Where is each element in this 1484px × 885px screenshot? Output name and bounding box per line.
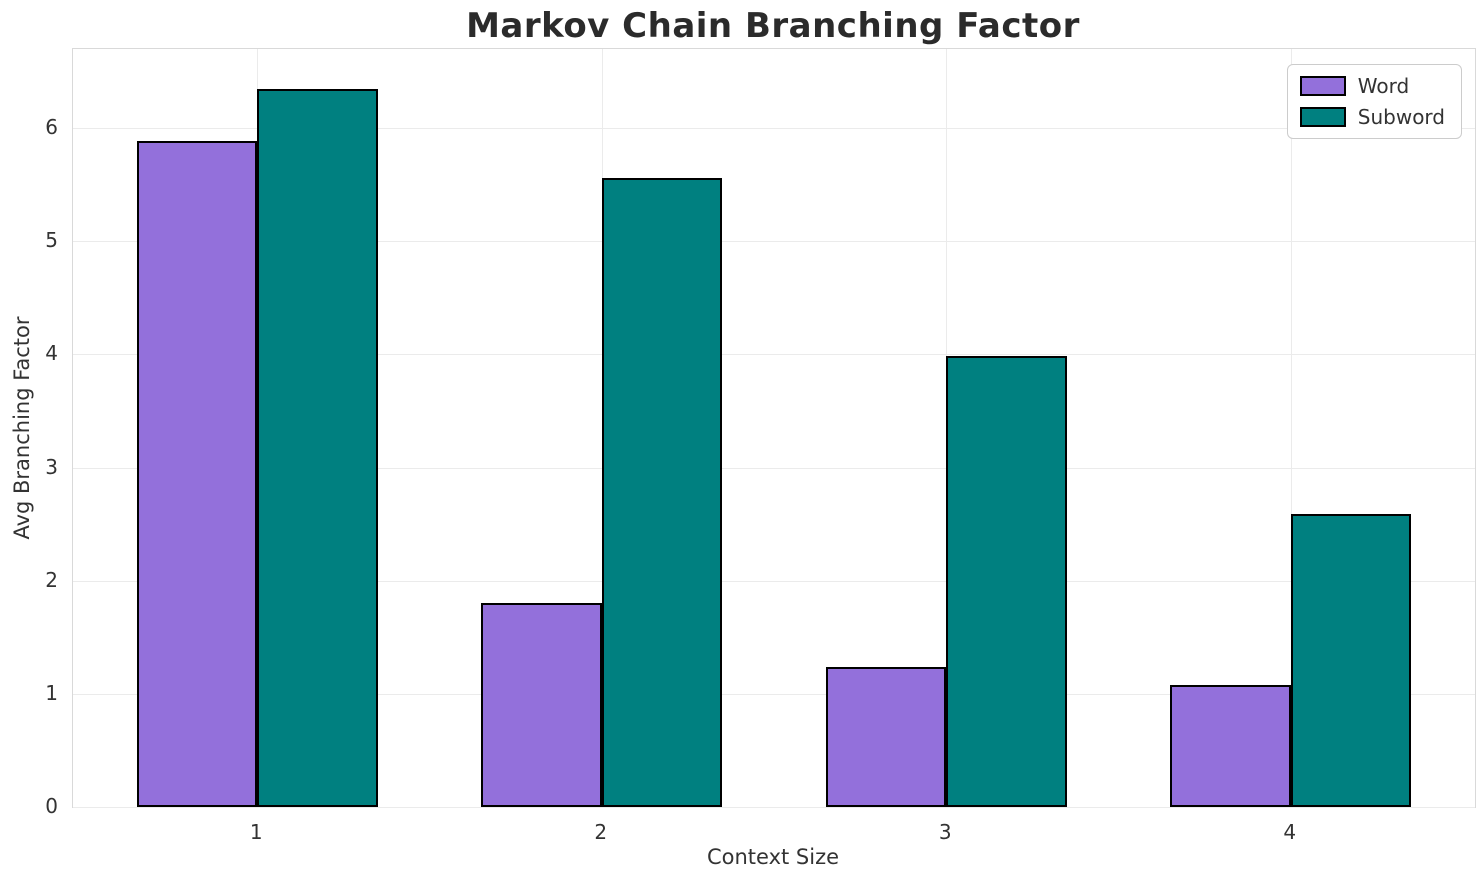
- ytick-label-0: 0: [45, 794, 58, 818]
- bar-subword-4: [1290, 513, 1412, 807]
- xtick-label-1: 1: [249, 820, 263, 844]
- gridline-x-4: [1290, 49, 1292, 807]
- gridline-y-1: [73, 693, 1475, 695]
- bar-word-3: [825, 666, 947, 807]
- ytick-label-4: 4: [45, 341, 58, 366]
- legend: Word Subword: [1286, 64, 1462, 139]
- gridline-y-4: [73, 354, 1475, 356]
- bar-word-4: [1170, 684, 1291, 807]
- ytick-label-6: 6: [45, 115, 58, 140]
- x-axis-label: Context Size: [706, 845, 840, 869]
- gridline-y-2: [73, 580, 1475, 582]
- ytick-label-5: 5: [45, 228, 58, 253]
- ytick-label-3: 3: [45, 454, 58, 479]
- ytick-label-2: 2: [45, 567, 58, 592]
- legend-label-subword: Subword: [1357, 105, 1445, 129]
- bar-subword-3: [946, 355, 1067, 807]
- legend-item-word: Word: [1299, 74, 1449, 98]
- gridline-y-5: [73, 241, 1475, 243]
- legend-item-subword: Subword: [1299, 105, 1449, 129]
- gridline-y-6: [73, 128, 1475, 130]
- bar-word-1: [136, 140, 258, 807]
- chart-title: Markov Chain Branching Factor: [466, 6, 1080, 46]
- ytick-label-1: 1: [45, 680, 58, 705]
- legend-label-word: Word: [1357, 74, 1410, 98]
- bar-subword-2: [601, 177, 723, 807]
- xtick-label-4: 4: [1283, 820, 1297, 844]
- plot-area: Word Subword: [72, 48, 1476, 808]
- gridline-y-3: [73, 467, 1475, 469]
- xtick-label-3: 3: [938, 820, 952, 844]
- bar-subword-1: [257, 88, 378, 807]
- legend-swatch-word: [1299, 76, 1346, 96]
- legend-swatch-subword: [1299, 107, 1346, 127]
- bar-word-2: [481, 603, 602, 807]
- xtick-label-2: 2: [594, 820, 608, 844]
- gridline-y-0: [73, 807, 1475, 808]
